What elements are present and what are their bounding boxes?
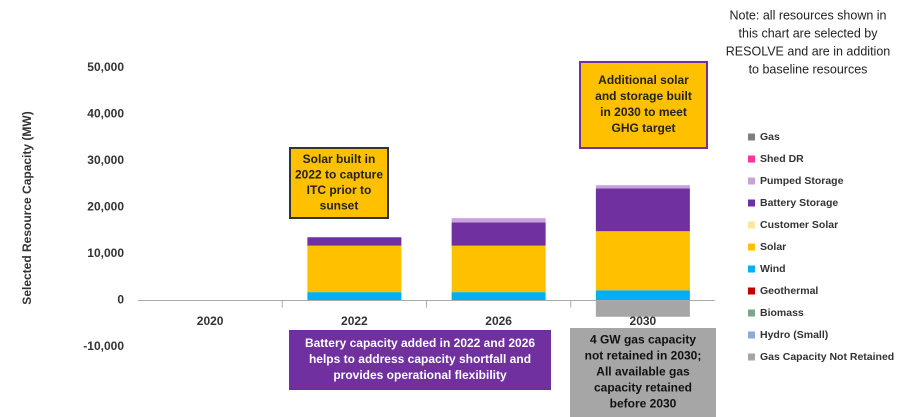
annotation-text: in 2030 to meet [600,105,687,119]
annotation-box [579,61,708,149]
legend-swatch [748,177,755,185]
legend-swatch [748,221,755,229]
annotation-text: Additional solar [598,73,689,87]
legend-swatch [748,287,755,295]
legend-swatch [748,199,755,207]
bar-segment [595,185,690,189]
bar-segment [307,292,402,301]
x-tick-label: 2022 [341,314,368,328]
legend-label: Gas [760,131,780,143]
y-tick-label: -10,000 [83,339,124,353]
bar-segment [595,300,690,317]
bar-segment [451,245,546,293]
annotation-text: Battery capacity added in 2022 and 2026 [305,336,535,350]
annotation-text: 4 GW gas capacity [590,333,696,347]
y-axis-label: Selected Resource Capacity (MW) [20,111,34,304]
legend-label: Customer Solar [760,219,838,231]
legend-label: Solar [760,241,786,253]
legend-swatch [748,155,755,163]
legend-label: Hydro (Small) [760,329,828,341]
y-tick-label: 20,000 [87,200,124,214]
bar-segment [307,245,402,293]
legend-swatch [748,353,755,361]
annotation-text: helps to address capacity shortfall and [309,352,531,366]
legend-label: Geothermal [760,285,818,297]
x-tick-label: 2026 [485,314,512,328]
annotation-text: provides operational flexibility [333,368,507,382]
bar-segment [451,218,546,223]
note-line: to baseline resources [749,62,868,76]
annotation-text: ITC prior to [307,183,372,197]
y-tick-label: 10,000 [87,246,124,260]
legend-label: Pumped Storage [760,175,844,187]
legend-swatch [748,331,755,339]
bar-segment [451,292,546,301]
bar-segment [451,222,546,246]
x-tick-label: 2030 [630,314,657,328]
legend-label: Wind [760,263,786,275]
legend-label: Shed DR [760,153,804,165]
annotation-text: sunset [320,198,359,212]
annotation-box [570,328,716,417]
legend-swatch [748,243,755,251]
annotation-text: GHG target [611,121,675,135]
bar-segment [595,188,690,232]
y-tick-label: 50,000 [87,60,124,74]
legend-label: Biomass [760,307,804,319]
annotation-text: All available gas [596,365,690,379]
annotation-text: 2022 to capture [295,167,383,181]
y-tick-label: 30,000 [87,153,124,167]
annotation-text: capacity retained [594,381,692,395]
note-line: this chart are selected by [739,26,879,40]
x-tick-label: 2020 [197,314,224,328]
legend-label: Gas Capacity Not Retained [760,351,894,363]
legend-swatch [748,265,755,273]
note-line: Note: all resources shown in [729,8,886,22]
annotation-text: Solar built in [303,152,376,166]
legend-swatch [748,309,755,317]
annotation-text: and storage built [595,89,692,103]
annotation-box [289,147,389,219]
annotation-text: not retained in 2030; [585,349,702,363]
note-line: RESOLVE and are in addition [726,44,891,58]
bar-segment [595,290,690,301]
bar-segment [595,231,690,291]
annotation-text: before 2030 [610,397,677,411]
annotation-box [289,330,551,390]
legend-label: Battery Storage [760,197,838,209]
y-tick-label: 0 [117,293,124,307]
bar-segment [307,237,402,246]
legend-swatch [748,133,755,141]
y-tick-label: 40,000 [87,107,124,121]
